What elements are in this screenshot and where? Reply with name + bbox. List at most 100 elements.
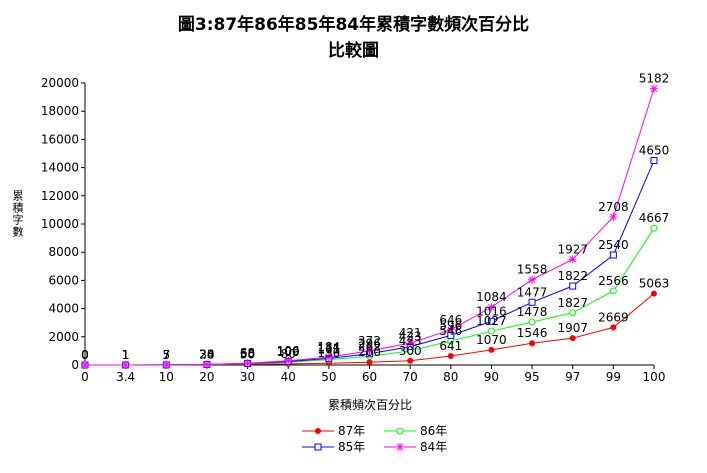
- data-label: 1016: [476, 304, 507, 318]
- y-tick-label: 2000: [48, 330, 79, 344]
- data-label: 1558: [517, 263, 548, 277]
- data-label: 423: [399, 330, 422, 344]
- data-point: [528, 298, 536, 306]
- data-point: [243, 359, 252, 368]
- data-point: [609, 287, 617, 295]
- data-label: 0: [81, 348, 89, 362]
- y-tick-label: 12000: [41, 189, 79, 203]
- data-point: [365, 346, 374, 355]
- data-point: [324, 353, 333, 362]
- legend-swatch-87: [302, 427, 334, 434]
- data-label: 4667: [639, 211, 670, 225]
- data-label: 4650: [639, 144, 670, 158]
- legend-label-86: 86年: [420, 424, 448, 438]
- y-tick-label: 10000: [41, 217, 79, 231]
- x-tick-label: 95: [524, 370, 539, 384]
- data-label: 58: [240, 347, 255, 361]
- data-label: 1070: [476, 333, 507, 347]
- data-label: 300: [399, 344, 422, 358]
- data-label: 20: [199, 348, 214, 362]
- series-layer: [81, 84, 658, 369]
- legend-item-85: 85年: [302, 438, 366, 454]
- data-label: 130: [317, 346, 340, 360]
- data-label: 1927: [557, 242, 588, 256]
- data-label: 1477: [517, 285, 548, 299]
- axes: 0200040006000800010000120001400016000180…: [41, 76, 666, 384]
- data-point: [650, 224, 658, 232]
- data-label: 7: [162, 348, 170, 362]
- data-label: 0: [81, 348, 89, 362]
- x-tick-label: 10: [159, 370, 174, 384]
- data-label: 7: [162, 348, 170, 362]
- data-point: [488, 346, 495, 353]
- data-point: [446, 325, 455, 334]
- data-label: 161: [317, 343, 340, 357]
- data-label: 423: [399, 334, 422, 348]
- data-point: [650, 84, 658, 93]
- data-point: [162, 360, 171, 369]
- data-label: 5182: [639, 72, 670, 86]
- data-label: 1: [122, 348, 130, 362]
- data-label: 68: [240, 346, 255, 360]
- x-tick-label: 60: [362, 370, 377, 384]
- data-point: [609, 212, 618, 221]
- data-label: 0: [81, 348, 89, 362]
- data-label: 1027: [476, 314, 507, 328]
- data-point: [487, 303, 496, 312]
- data-label: 421: [399, 326, 422, 340]
- data-label: 200: [358, 345, 381, 359]
- y-tick-label: 18000: [41, 104, 79, 118]
- data-label: 100: [277, 345, 300, 359]
- data-point: [366, 359, 373, 366]
- data-label: 5063: [639, 277, 670, 291]
- legend-swatch-84: [384, 442, 416, 451]
- data-point: [610, 324, 617, 331]
- data-point: [529, 340, 536, 347]
- point-labels-layer: 0 1 5 20 50 80 130 200 300 641 1070 1546 1907 2669 506…: [81, 72, 669, 362]
- legend-label-87: 87年: [338, 424, 366, 438]
- data-point: [569, 309, 577, 317]
- chart-title-line-2: 比較圖: [328, 41, 379, 61]
- y-tick-label: 6000: [48, 273, 79, 287]
- x-tick-label: 80: [443, 370, 458, 384]
- data-point: [447, 352, 454, 359]
- data-label: 646: [439, 313, 462, 327]
- y-tick-label: 16000: [41, 132, 79, 146]
- data-label: 5: [162, 348, 170, 362]
- data-point: [569, 282, 577, 290]
- y-tick-label: 14000: [41, 161, 79, 175]
- data-label: 1822: [557, 269, 588, 283]
- data-point: [569, 335, 576, 342]
- data-label: 106: [277, 344, 300, 358]
- data-point: [650, 157, 658, 165]
- data-point: [202, 360, 211, 369]
- legend: 87年 86年 85年 84年: [298, 420, 478, 470]
- x-tick-label: 70: [403, 370, 418, 384]
- data-point: [528, 318, 536, 326]
- data-point: [284, 356, 293, 365]
- y-axis-label: 累積字數: [11, 190, 24, 238]
- data-point: [651, 290, 657, 297]
- data-label: 109: [277, 344, 300, 358]
- data-label: 546: [439, 324, 462, 338]
- legend-swatch-86: [384, 427, 416, 434]
- x-tick-label: 99: [606, 370, 621, 384]
- chart-title-line-1: 圖3:87年86年85年84年累積字數頻次百分比: [177, 15, 530, 35]
- data-point: [487, 317, 495, 325]
- data-point: [487, 327, 495, 335]
- data-label: 1: [122, 348, 130, 362]
- x-tick-label: 40: [281, 370, 296, 384]
- data-label: 1907: [557, 321, 588, 335]
- data-point: [528, 275, 537, 284]
- data-label: 1084: [476, 290, 507, 304]
- legend-item-87: 87年: [302, 422, 366, 438]
- x-axis-label: 累積頻次百分比: [327, 398, 412, 412]
- data-label: 1478: [517, 305, 548, 319]
- x-tick-label: 90: [484, 370, 499, 384]
- y-tick-label: 20000: [41, 76, 79, 90]
- data-point: [407, 357, 414, 364]
- data-label: 65: [240, 346, 255, 360]
- data-label: 184: [317, 340, 340, 354]
- data-point: [568, 255, 577, 264]
- legend-label-85: 85年: [338, 440, 366, 454]
